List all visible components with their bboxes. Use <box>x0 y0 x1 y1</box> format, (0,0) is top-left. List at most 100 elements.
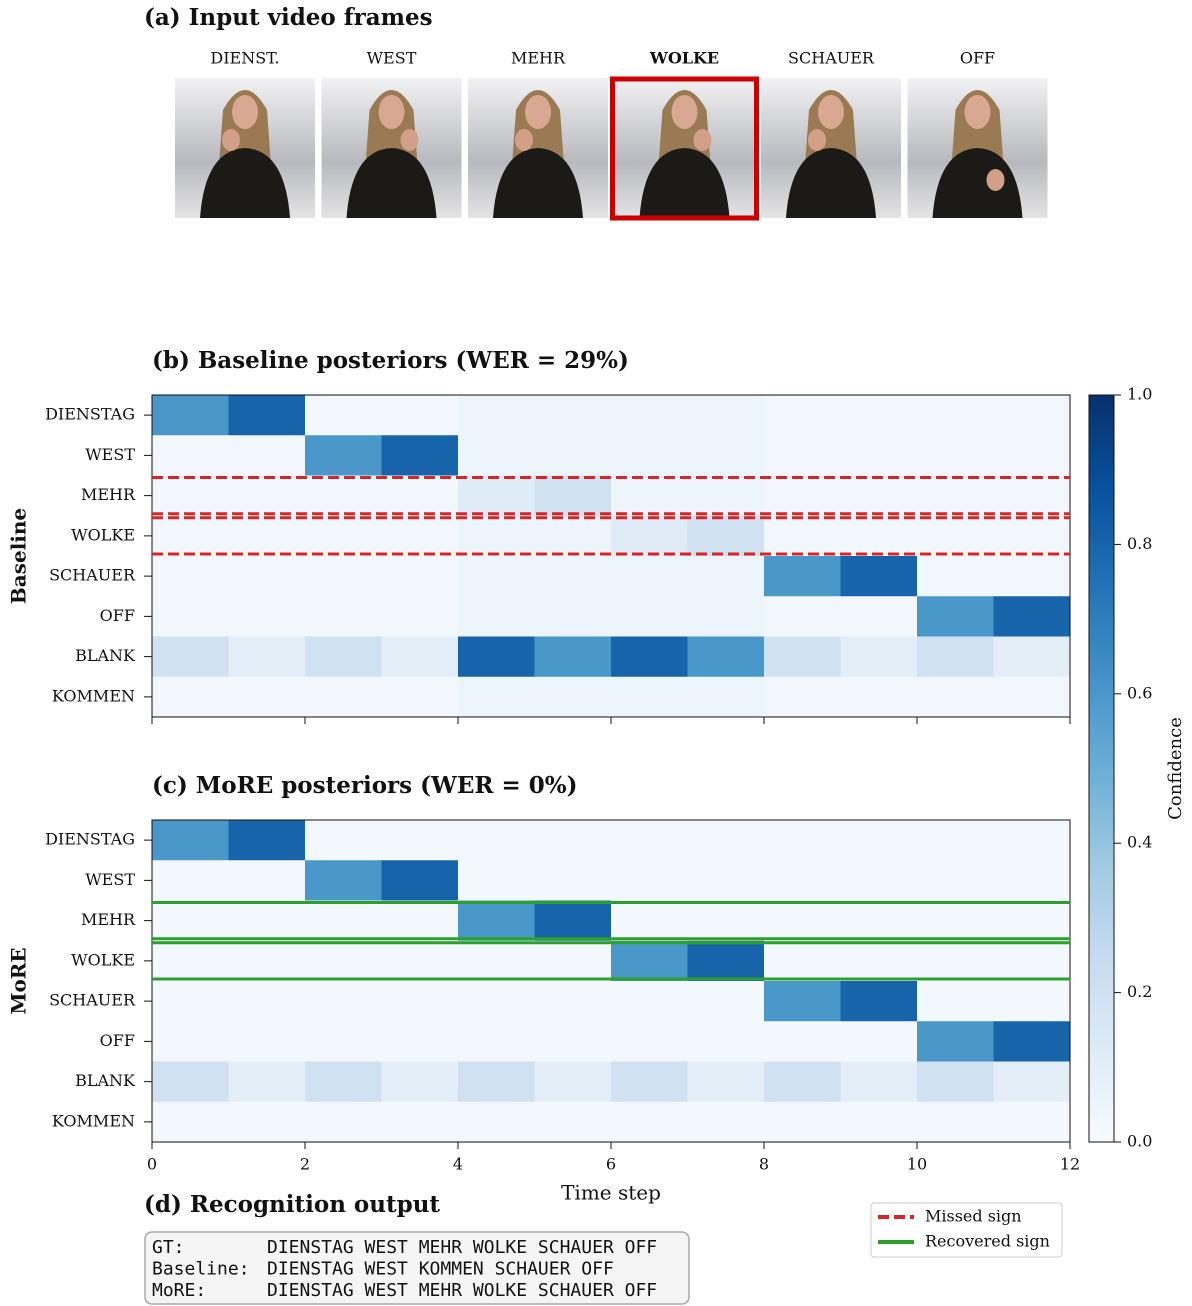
heatmap-cell <box>382 556 459 597</box>
heatmap-cell <box>229 1021 306 1062</box>
heatmap-cell <box>382 1062 459 1103</box>
heatmap-cell <box>688 596 765 637</box>
y-tick-label: BLANK <box>75 1071 136 1090</box>
colorbar <box>1089 395 1114 1142</box>
heatmap-cell <box>535 677 612 718</box>
y-tick-label: DIENSTAG <box>45 830 135 849</box>
heatmap-cell <box>152 476 229 517</box>
heatmap-cell <box>688 395 765 436</box>
signer-face <box>818 95 844 129</box>
heatmap-cell <box>305 516 382 557</box>
heatmap-cell <box>458 435 535 476</box>
heatmap-cell <box>305 981 382 1022</box>
heatmap-cell <box>841 1021 918 1062</box>
heatmap-cell <box>535 435 612 476</box>
heatmap-cell <box>305 1102 382 1143</box>
heatmap-cell <box>764 596 841 637</box>
frame-label: WOLKE <box>649 49 719 68</box>
heatmap-cell <box>994 516 1071 557</box>
heatmap-cell <box>382 860 459 901</box>
frame-label: MEHR <box>511 49 566 68</box>
heatmap-cell <box>688 981 765 1022</box>
heatmap-cell <box>458 1102 535 1143</box>
heatmap-cell <box>535 981 612 1022</box>
output-text: DIENSTAG WEST KOMMEN SCHAUER OFF <box>267 1259 614 1280</box>
heatmap-cell <box>305 596 382 637</box>
heatmap-cell <box>305 637 382 678</box>
heatmap-cell <box>688 476 765 517</box>
heatmap-cell <box>764 677 841 718</box>
heatmap-cell <box>917 395 994 436</box>
signer-face <box>232 95 258 129</box>
chart-title: (c) MoRE posteriors (WER = 0%) <box>152 772 578 799</box>
heatmap-cell <box>688 435 765 476</box>
heatmap-cell <box>382 820 459 861</box>
heatmap-cell <box>994 1021 1071 1062</box>
heatmap-cell <box>994 596 1071 637</box>
heatmap-cell <box>305 860 382 901</box>
heatmap-cell <box>152 941 229 982</box>
heatmap-cell <box>917 981 994 1022</box>
colorbar-tick-label: 0.4 <box>1127 833 1152 852</box>
heatmap-cell <box>841 435 918 476</box>
heatmap-cell <box>994 556 1071 597</box>
heatmap-cell <box>229 637 306 678</box>
heatmap-cell <box>841 677 918 718</box>
signer-face <box>379 95 405 129</box>
legend-label: Recovered sign <box>925 1232 1050 1251</box>
heatmap-cell <box>611 1062 688 1103</box>
heatmap-cell <box>152 1062 229 1103</box>
frame-label: OFF <box>960 49 995 68</box>
heatmap-cell <box>994 1102 1071 1143</box>
heatmap-cell <box>764 901 841 942</box>
panel-title: (d) Recognition output <box>144 1191 440 1218</box>
frame-label: SCHAUER <box>788 49 875 68</box>
heatmap-cell <box>535 476 612 517</box>
heatmap-cell <box>841 820 918 861</box>
heatmap-cell <box>458 596 535 637</box>
heatmap-cell <box>917 820 994 861</box>
heatmap-cell <box>458 637 535 678</box>
heatmap-cell <box>382 476 459 517</box>
heatmap-cell <box>688 941 765 982</box>
y-tick-label: OFF <box>100 1031 135 1050</box>
heatmap-cell <box>611 637 688 678</box>
heatmap-cell <box>152 677 229 718</box>
heatmap-cell <box>152 556 229 597</box>
signer-hand <box>808 129 826 151</box>
heatmap-cell <box>458 981 535 1022</box>
heatmap-cell <box>382 637 459 678</box>
heatmap-cell <box>458 1062 535 1103</box>
heatmap-cell <box>305 1021 382 1062</box>
heatmap-cell <box>152 901 229 942</box>
heatmap-cell <box>458 556 535 597</box>
signer-face <box>672 95 698 129</box>
heatmap-cell <box>305 677 382 718</box>
heatmap-cell <box>382 516 459 557</box>
heatmap-cell <box>994 901 1071 942</box>
heatmap-cell <box>152 860 229 901</box>
y-tick-label: SCHAUER <box>49 566 136 585</box>
heatmap-cell <box>917 1102 994 1143</box>
colorbar-tick-label: 1.0 <box>1127 385 1152 404</box>
y-tick-label: WOLKE <box>71 950 135 969</box>
heatmap-cell <box>458 476 535 517</box>
side-label: MoRE <box>7 947 31 1014</box>
colorbar-tick-label: 0.2 <box>1127 982 1152 1001</box>
y-tick-label: WEST <box>85 870 135 889</box>
heatmap-cell <box>305 901 382 942</box>
heatmap-cell <box>994 395 1071 436</box>
heatmap-cell <box>535 516 612 557</box>
heatmap-cell <box>382 941 459 982</box>
heatmap-cell <box>841 596 918 637</box>
output-text: DIENSTAG WEST MEHR WOLKE SCHAUER OFF <box>267 1280 657 1301</box>
heatmap-cell <box>764 1062 841 1103</box>
y-tick-label: DIENSTAG <box>45 405 135 424</box>
x-tick-label: 12 <box>1060 1155 1080 1174</box>
x-tick-label: 10 <box>907 1155 927 1174</box>
heatmap-cell <box>535 556 612 597</box>
heatmap-cell <box>229 516 306 557</box>
heatmap-cell <box>458 1021 535 1062</box>
heatmap-cell <box>611 677 688 718</box>
x-tick-label: 4 <box>453 1155 463 1174</box>
